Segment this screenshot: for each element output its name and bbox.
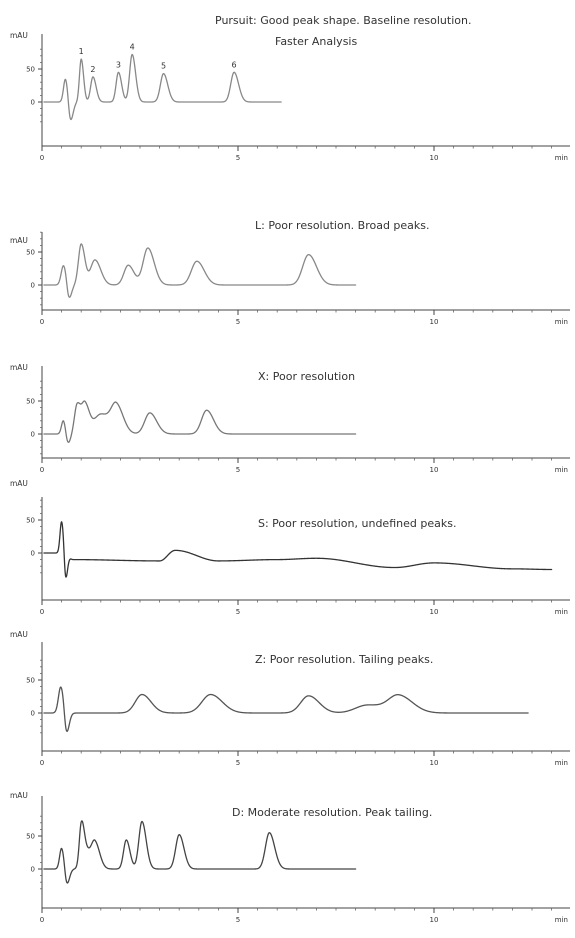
panel-title: S: Poor resolution, undefined peaks. — [258, 517, 456, 530]
panel-title: X: Poor resolution — [258, 370, 355, 383]
panel-title: Z: Poor resolution. Tailing peaks. — [255, 653, 433, 666]
y-tick-label: 0 — [31, 99, 35, 107]
x-tick-label: 0 — [40, 154, 44, 162]
chromatogram-panel: 0 50 mAU 0 5 10 min X: Poor resolution — [10, 363, 570, 474]
chromatogram-panel: 0 50 mAU 0 5 10 min L: Poor resolution. Broad p… — [10, 219, 570, 326]
x-axis-unit: min — [555, 759, 568, 767]
peak-number-label: 4 — [130, 42, 135, 51]
x-tick-label: 5 — [236, 916, 240, 924]
chromatogram-panel: 0 50 mAU 0 5 10 min S: Poor resolution, undefin… — [10, 479, 570, 616]
x-axis-unit: min — [555, 608, 568, 616]
y-tick-label: 50 — [26, 517, 35, 525]
x-tick-label: 5 — [236, 318, 240, 326]
x-tick-label: 0 — [40, 466, 44, 474]
peak-number-label: 5 — [161, 62, 166, 71]
x-tick-label: 10 — [430, 916, 439, 924]
panel-title: Pursuit: Good peak shape. Baseline resol… — [215, 14, 471, 27]
peak-number-label: 6 — [232, 60, 237, 69]
peak-number-label: 1 — [79, 47, 84, 56]
y-axis-label: mAU — [10, 31, 28, 40]
chromatogram-trace — [43, 243, 357, 298]
peak-number-label: 2 — [90, 65, 95, 74]
y-tick-label: 0 — [31, 710, 35, 718]
chromatogram-trace — [43, 53, 282, 121]
x-tick-label: 10 — [430, 608, 439, 616]
peak-number-label: 3 — [116, 60, 121, 69]
y-tick-label: 50 — [26, 833, 35, 841]
x-tick-label: 0 — [40, 318, 44, 326]
panel-title: L: Poor resolution. Broad peaks. — [255, 219, 430, 232]
chromatogram-panel: 0 50 mAU 0 5 10 min Pursuit: Good peak shape. B… — [10, 14, 570, 162]
y-tick-label: 50 — [26, 398, 35, 406]
y-tick-label: 0 — [31, 866, 35, 874]
x-tick-label: 5 — [236, 466, 240, 474]
y-tick-label: 50 — [26, 66, 35, 74]
x-tick-label: 10 — [430, 466, 439, 474]
y-axis-label: mAU — [10, 791, 28, 800]
x-tick-label: 5 — [236, 759, 240, 767]
y-axis-label: mAU — [10, 363, 28, 372]
x-axis-unit: min — [555, 466, 568, 474]
chromatogram-panel: 0 50 mAU 0 5 10 min Z: Poor resolution. Tailing… — [10, 630, 570, 767]
y-tick-label: 0 — [31, 550, 35, 558]
chromatogram-trace — [43, 820, 357, 884]
x-tick-label: 0 — [40, 759, 44, 767]
chromatogram-trace — [43, 686, 529, 733]
y-tick-label: 50 — [26, 677, 35, 685]
panel-subtitle: Faster Analysis — [275, 35, 357, 48]
x-tick-label: 10 — [430, 318, 439, 326]
x-tick-label: 10 — [430, 759, 439, 767]
x-axis-unit: min — [555, 318, 568, 326]
x-axis-unit: min — [555, 916, 568, 924]
chromatogram-trace — [43, 400, 357, 443]
y-tick-label: 50 — [26, 249, 35, 257]
chromatogram-panel: 0 50 mAU 0 5 10 min D: Moderate resolution. Pea… — [10, 791, 570, 924]
x-tick-label: 0 — [40, 608, 44, 616]
x-tick-label: 0 — [40, 916, 44, 924]
y-tick-label: 0 — [31, 431, 35, 439]
y-axis-label: mAU — [10, 630, 28, 639]
y-tick-label: 0 — [31, 282, 35, 290]
x-tick-label: 10 — [430, 154, 439, 162]
x-axis-unit: min — [555, 154, 568, 162]
chromatogram-trace — [43, 521, 553, 578]
y-axis-label: mAU — [10, 236, 28, 245]
panel-title: D: Moderate resolution. Peak tailing. — [232, 806, 432, 819]
x-tick-label: 5 — [236, 154, 240, 162]
x-tick-label: 5 — [236, 608, 240, 616]
y-axis-label: mAU — [10, 479, 28, 488]
